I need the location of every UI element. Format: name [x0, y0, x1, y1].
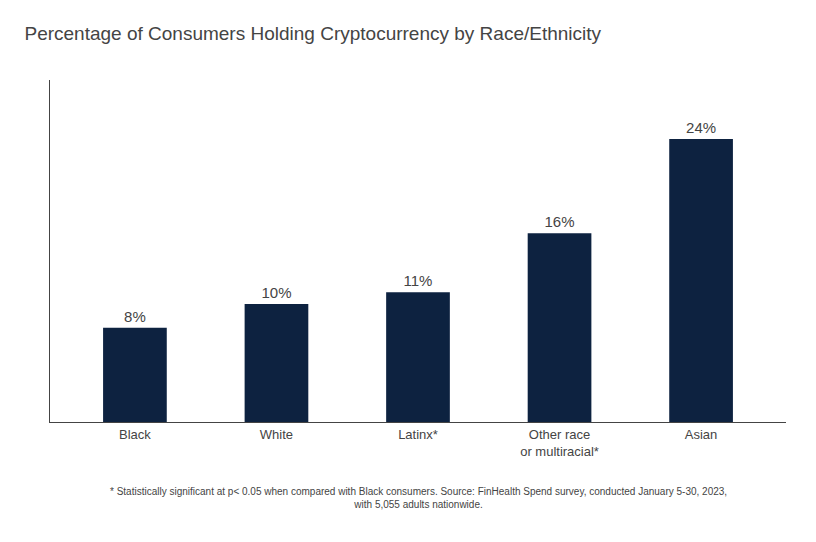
svg-text:Other raceor multiracial*: Other raceor multiracial* — [520, 427, 599, 459]
svg-text:White: White — [260, 427, 293, 442]
svg-text:11%: 11% — [404, 272, 433, 289]
svg-text:10%: 10% — [261, 284, 291, 301]
svg-text:Percentage of Consumers Holdin: Percentage of Consumers Holding Cryptocu… — [24, 23, 601, 44]
svg-text:24%: 24% — [686, 119, 716, 136]
svg-text:16%: 16% — [545, 213, 575, 230]
svg-text:8%: 8% — [124, 308, 146, 325]
svg-text:Black: Black — [119, 427, 151, 442]
svg-text:Asian: Asian — [685, 427, 718, 442]
svg-text:* Statistically significant at: * Statistically significant at p< 0.05 w… — [110, 486, 727, 510]
svg-text:Latinx*: Latinx* — [398, 427, 438, 442]
